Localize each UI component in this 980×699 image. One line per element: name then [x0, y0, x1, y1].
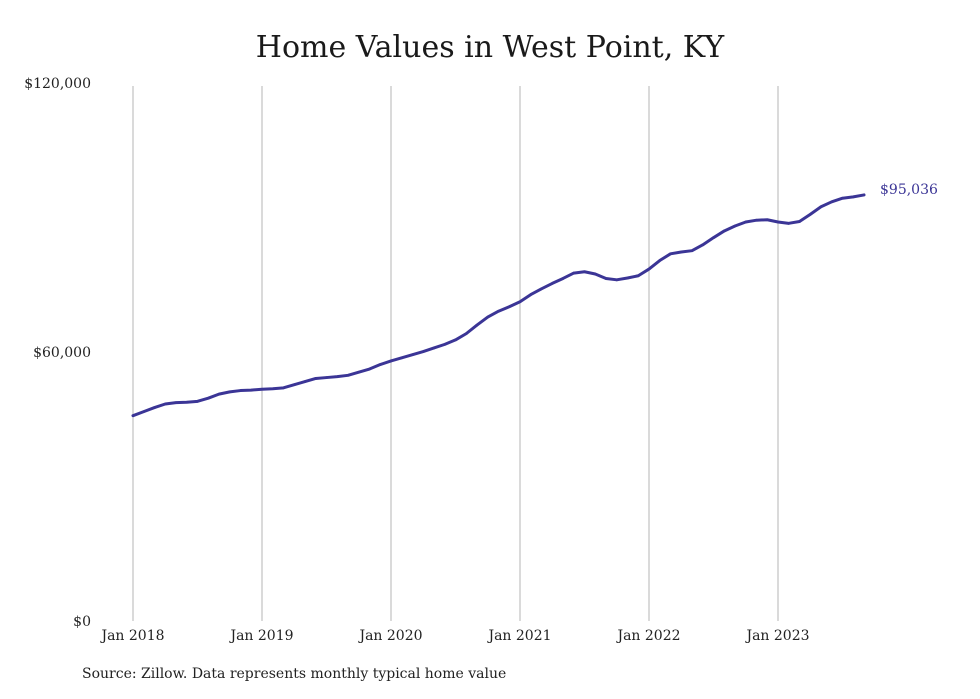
- data-point: [174, 401, 178, 404]
- data-point: [615, 278, 619, 282]
- series-end-label: $95,036: [880, 182, 938, 198]
- data-point: [690, 249, 694, 252]
- data-point: [292, 383, 296, 387]
- series-line: [131, 193, 866, 418]
- data-point: [658, 259, 662, 262]
- data-point: [830, 200, 834, 204]
- data-point: [432, 346, 436, 350]
- data-point: [819, 205, 823, 209]
- data-point: [540, 287, 543, 291]
- data-point: [411, 353, 414, 356]
- x-tick-label: Jan 2023: [744, 628, 809, 644]
- data-point: [798, 220, 801, 223]
- data-point: [282, 386, 285, 390]
- data-point: [314, 377, 318, 380]
- data-point: [163, 402, 167, 406]
- data-point: [239, 389, 242, 392]
- data-point: [647, 267, 651, 271]
- data-point: [260, 387, 264, 391]
- y-tick-label: $120,000: [24, 76, 91, 92]
- x-tick-label: Jan 2020: [357, 628, 422, 644]
- data-point: [765, 218, 769, 222]
- x-tick-label: Jan 2021: [486, 628, 551, 644]
- data-point: [475, 323, 479, 327]
- data-point: [787, 222, 791, 225]
- data-point: [561, 277, 565, 280]
- data-point: [744, 220, 748, 224]
- data-point: [593, 272, 597, 276]
- data-point: [378, 363, 382, 366]
- data-point: [357, 370, 361, 374]
- data-point: [389, 359, 393, 363]
- data-point: [464, 332, 468, 335]
- data-point: [712, 236, 715, 239]
- data-point: [636, 274, 640, 278]
- axis-layer: Jan 2018 Jan 2019 Jan 2020 Jan 2021 Jan 2022…: [24, 76, 809, 644]
- data-point: [249, 388, 253, 392]
- data-point: [776, 220, 780, 224]
- data-point: [722, 229, 726, 233]
- grid-layer: [132, 86, 779, 621]
- data-point: [862, 193, 866, 197]
- data-point: [679, 250, 683, 254]
- y-tick-label: $60,000: [33, 345, 91, 361]
- data-point: [185, 400, 189, 404]
- data-point: [626, 276, 629, 280]
- data-point: [583, 270, 586, 274]
- data-point: [518, 300, 522, 304]
- source-note: Source: Zillow. Data represents monthly …: [82, 666, 507, 682]
- x-tick-label: Jan 2018: [99, 628, 164, 644]
- data-point: [572, 271, 576, 275]
- data-point: [497, 309, 500, 313]
- chart-title: Home Values in West Point, KY: [255, 30, 725, 65]
- data-point: [368, 367, 371, 371]
- data-point: [153, 406, 156, 409]
- data-point: [335, 375, 339, 378]
- x-tick-label: Jan 2019: [228, 628, 293, 644]
- data-point: [443, 343, 447, 346]
- data-point: [454, 338, 457, 342]
- data-point: [196, 400, 199, 403]
- data-point: [507, 305, 511, 309]
- y-tick-label: $0: [73, 614, 91, 630]
- data-point: [206, 396, 210, 400]
- series-layer: $95,036: [131, 182, 938, 418]
- data-point: [346, 374, 350, 377]
- data-point: [550, 282, 554, 285]
- data-point: [604, 277, 608, 280]
- x-tick-label: Jan 2022: [615, 628, 680, 644]
- data-point: [421, 350, 425, 353]
- data-point: [755, 218, 758, 222]
- data-point: [529, 293, 533, 296]
- data-point: [228, 390, 232, 394]
- data-point: [733, 224, 737, 228]
- data-point: [271, 387, 275, 391]
- data-point: [325, 376, 328, 379]
- data-point: [400, 356, 404, 360]
- data-point: [669, 252, 672, 256]
- data-point: [486, 315, 490, 319]
- data-point: [217, 392, 221, 396]
- data-point: [142, 410, 146, 413]
- data-point: [841, 196, 844, 200]
- data-point: [851, 195, 855, 199]
- data-point: [808, 213, 812, 216]
- data-point: [303, 380, 307, 383]
- data-point: [131, 414, 135, 417]
- data-point: [701, 243, 705, 247]
